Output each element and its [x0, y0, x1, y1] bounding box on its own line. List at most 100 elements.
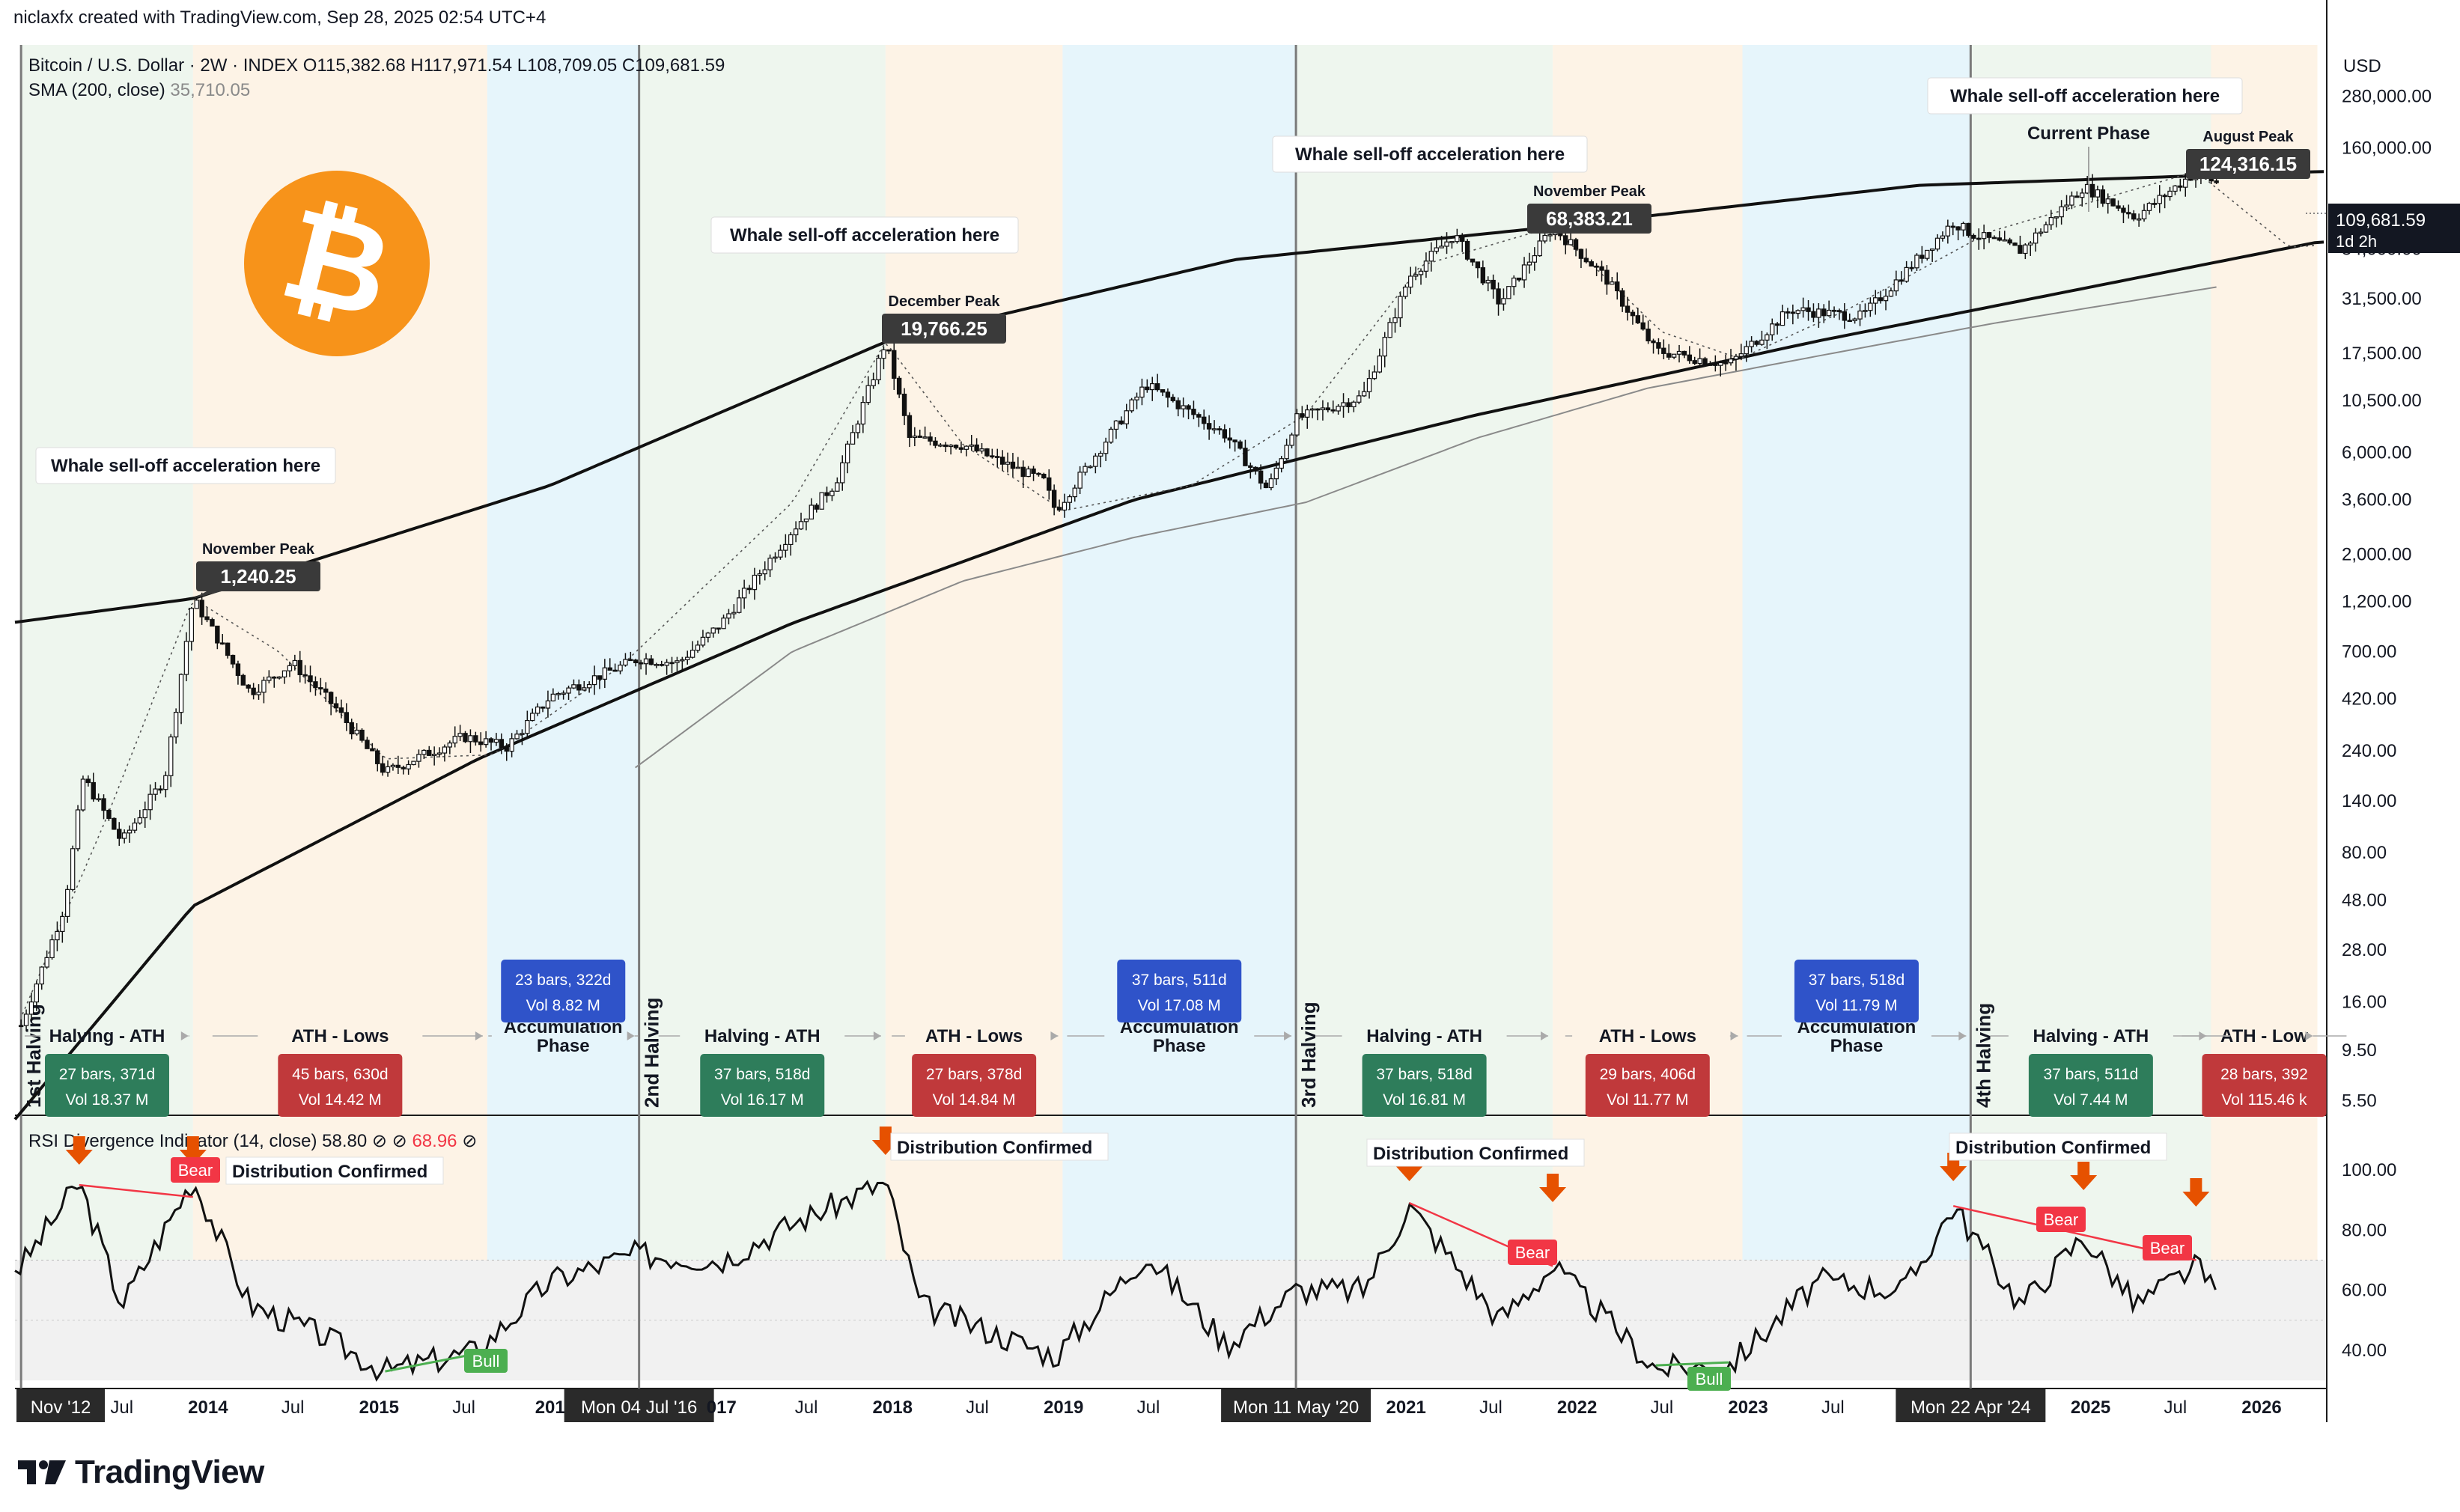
candle-body	[695, 644, 701, 651]
candle-body	[576, 684, 582, 691]
bear-badge-label: Bear	[178, 1161, 213, 1180]
whale-label-box	[35, 447, 336, 484]
candle-body	[1826, 309, 1832, 317]
bull-divergence-line	[1655, 1361, 1729, 1367]
candle-body	[1237, 441, 1243, 449]
candle-body	[1041, 474, 1047, 479]
candle-body	[1470, 258, 1476, 263]
phase-label: Accumulation Phase	[1797, 1017, 1916, 1056]
candle-body	[452, 736, 457, 744]
candle-body	[1857, 310, 1863, 320]
candle-body	[803, 518, 809, 522]
candle-body	[292, 659, 298, 666]
candle-body	[261, 680, 267, 693]
candle-body	[1382, 337, 1387, 357]
candle-body	[1583, 257, 1589, 263]
candle-body	[2023, 244, 2028, 254]
candle-body	[1434, 247, 1439, 252]
candle-body	[2095, 189, 2101, 198]
candle-body	[1537, 240, 1542, 257]
candle-body	[1357, 395, 1362, 403]
candle-body	[938, 444, 943, 447]
candle-body	[2069, 195, 2074, 206]
price-tick: 5.50	[2342, 1091, 2377, 1112]
candle-body	[1010, 461, 1016, 469]
candle-body	[638, 662, 644, 665]
candle-body	[886, 349, 892, 352]
candle-body	[1702, 358, 1708, 365]
rsi-tick: 80.00	[2342, 1220, 2387, 1240]
whale-label-box	[1272, 135, 1588, 173]
candle-body	[1067, 496, 1073, 503]
candle-body	[809, 504, 815, 519]
time-tick: 201	[535, 1397, 565, 1418]
candle-body	[814, 504, 819, 510]
candle-body	[1991, 237, 1997, 240]
time-tick: Jul	[1821, 1397, 1845, 1418]
time-marker-box	[564, 1389, 714, 1422]
cycle-dotted-curve	[22, 171, 2317, 1015]
candle-body	[520, 733, 525, 735]
candle-body	[220, 642, 225, 645]
candle-body	[835, 482, 840, 492]
time-axis: Nov '12 Jul 2014 Jul 2015 Jul 201 Mon 04 Jul '1…	[16, 1389, 2282, 1422]
candle-body	[308, 675, 313, 683]
stat-vol: Vol 18.37 M	[66, 1091, 149, 1109]
candle-body	[215, 625, 220, 644]
candle-body	[2131, 213, 2137, 220]
stat-bars: 37 bars, 518d	[1376, 1066, 1472, 1083]
down-arrow-icon	[871, 1127, 899, 1155]
candle-body	[1738, 353, 1744, 357]
candle-body	[199, 600, 204, 618]
rsi-band	[15, 1260, 2327, 1381]
candle-body	[1976, 237, 1982, 240]
candle-body	[2178, 185, 2183, 188]
candle-body	[689, 650, 695, 658]
candle-body	[783, 543, 788, 551]
candle-body	[716, 627, 721, 630]
candle-body	[648, 658, 654, 665]
candle-body	[323, 688, 329, 693]
candle-body	[468, 735, 473, 743]
candle-body	[132, 822, 138, 831]
candle-body	[1309, 408, 1315, 411]
time-marker-box	[16, 1389, 105, 1422]
whale-labels: Whale sell-off acceleration here Whale se…	[35, 77, 2243, 484]
price-tick: 48.00	[2342, 890, 2387, 910]
candle-body	[612, 669, 618, 672]
stat-box	[1117, 960, 1242, 1022]
candle-body	[1491, 279, 1496, 290]
candle-body	[840, 462, 845, 484]
candle-body	[1723, 362, 1729, 365]
candle-body	[1836, 310, 1842, 312]
rsi-tick: 100.00	[2342, 1160, 2396, 1180]
candle-body	[984, 448, 990, 457]
candle-body	[1083, 466, 1088, 473]
time-marker-box	[1896, 1389, 2046, 1422]
candle-body	[953, 445, 959, 448]
time-tick: 2019	[1044, 1397, 1083, 1418]
candle-body	[1645, 329, 1651, 341]
candle-body	[1403, 286, 1408, 297]
candle-body	[2080, 192, 2085, 198]
candle-body	[509, 738, 514, 752]
down-arrow-icon	[65, 1136, 93, 1165]
brand-logo[interactable]: TradingView	[16, 1454, 264, 1491]
candle-body	[1077, 472, 1083, 489]
candle-body	[2187, 178, 2193, 181]
candle-body	[2173, 185, 2178, 192]
candle-body	[778, 549, 783, 558]
candle-body	[1619, 290, 1625, 307]
rsi-tick: 60.00	[2342, 1281, 2387, 1301]
candle-body	[287, 665, 293, 671]
bear-badge-label: Bear	[2044, 1210, 2078, 1229]
candle-body	[473, 735, 478, 743]
candle-body	[1651, 340, 1656, 344]
candle-body	[597, 675, 603, 680]
candle-body	[1020, 466, 1026, 478]
candle-body	[1806, 307, 1811, 312]
time-tick: 2015	[359, 1397, 399, 1418]
price-tick: 3,600.00	[2342, 490, 2411, 510]
candle-body	[928, 436, 933, 442]
